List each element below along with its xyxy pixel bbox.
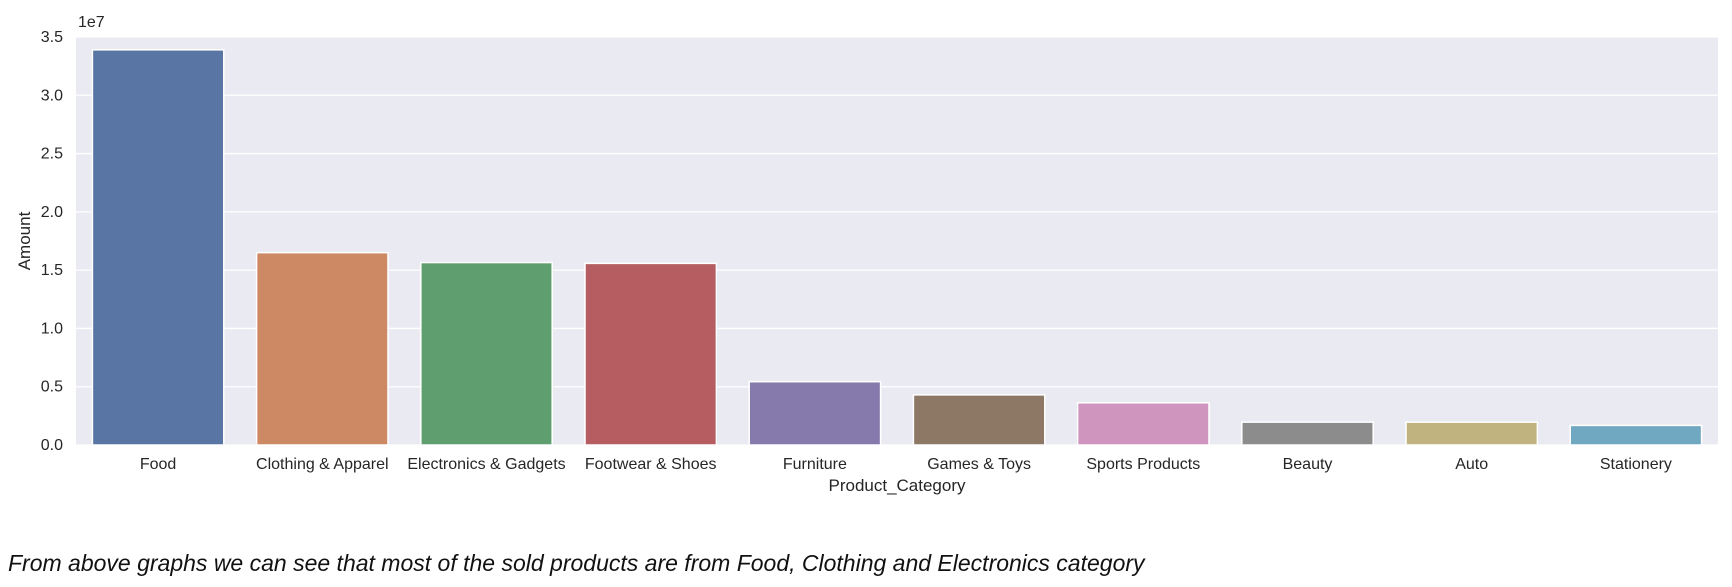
- x-tick-label: Footwear & Shoes: [585, 456, 717, 473]
- bar-food: [91, 49, 225, 446]
- x-tick-label: Food: [140, 456, 176, 473]
- bar-games-toys: [912, 394, 1046, 446]
- caption-text: From above graphs we can see that most o…: [8, 550, 1145, 576]
- bar-auto: [1405, 421, 1539, 446]
- bar-clothing-apparel: [255, 251, 389, 446]
- bar-footwear-shoes: [584, 262, 718, 446]
- x-tick-label: Beauty: [1283, 456, 1333, 473]
- x-tick-label: Clothing & Apparel: [256, 456, 389, 473]
- y-tick-label: 0.5: [41, 379, 63, 396]
- y-axis-label: Amount: [15, 211, 34, 270]
- y-tick-label: 2.5: [41, 146, 63, 163]
- y-tick-label: 0.0: [41, 437, 63, 454]
- bar-sports-products: [1076, 402, 1210, 446]
- y-tick-label: 2.0: [41, 204, 63, 221]
- y-tick-label: 1.0: [41, 320, 63, 337]
- bar-electronics-gadgets: [420, 261, 553, 446]
- x-tick-label: Auto: [1455, 456, 1488, 473]
- x-tick-label: Electronics & Gadgets: [407, 456, 565, 473]
- x-tick-label: Games & Toys: [927, 456, 1031, 473]
- y-tick-label: 3.5: [41, 29, 63, 46]
- y-tick-labels: 0.0 0.5 1.0 1.5 2.0 2.5 3.0 3.5: [41, 29, 63, 454]
- bar-stationery: [1569, 424, 1703, 446]
- x-tick-labels: Food Clothing & Apparel Electronics & Gadg…: [140, 456, 1672, 473]
- x-axis-label: Product_Category: [828, 476, 966, 495]
- y-tick-label: 3.0: [41, 87, 63, 104]
- y-axis-offset-label: 1e7: [78, 14, 105, 31]
- x-tick-label: Furniture: [783, 456, 847, 473]
- bars: [91, 49, 1703, 446]
- y-tick-label: 1.5: [41, 262, 63, 279]
- x-tick-label: Sports Products: [1086, 456, 1200, 473]
- bar-chart: 0.0 0.5 1.0 1.5 2.0 2.5 3.0 3.5 Food Clothing & …: [15, 14, 1718, 495]
- bar-beauty: [1241, 421, 1374, 446]
- x-tick-label: Stationery: [1600, 456, 1672, 473]
- bar-furniture: [748, 380, 882, 446]
- chart-canvas: 0.0 0.5 1.0 1.5 2.0 2.5 3.0 3.5 Food Clothing & …: [15, 14, 1718, 495]
